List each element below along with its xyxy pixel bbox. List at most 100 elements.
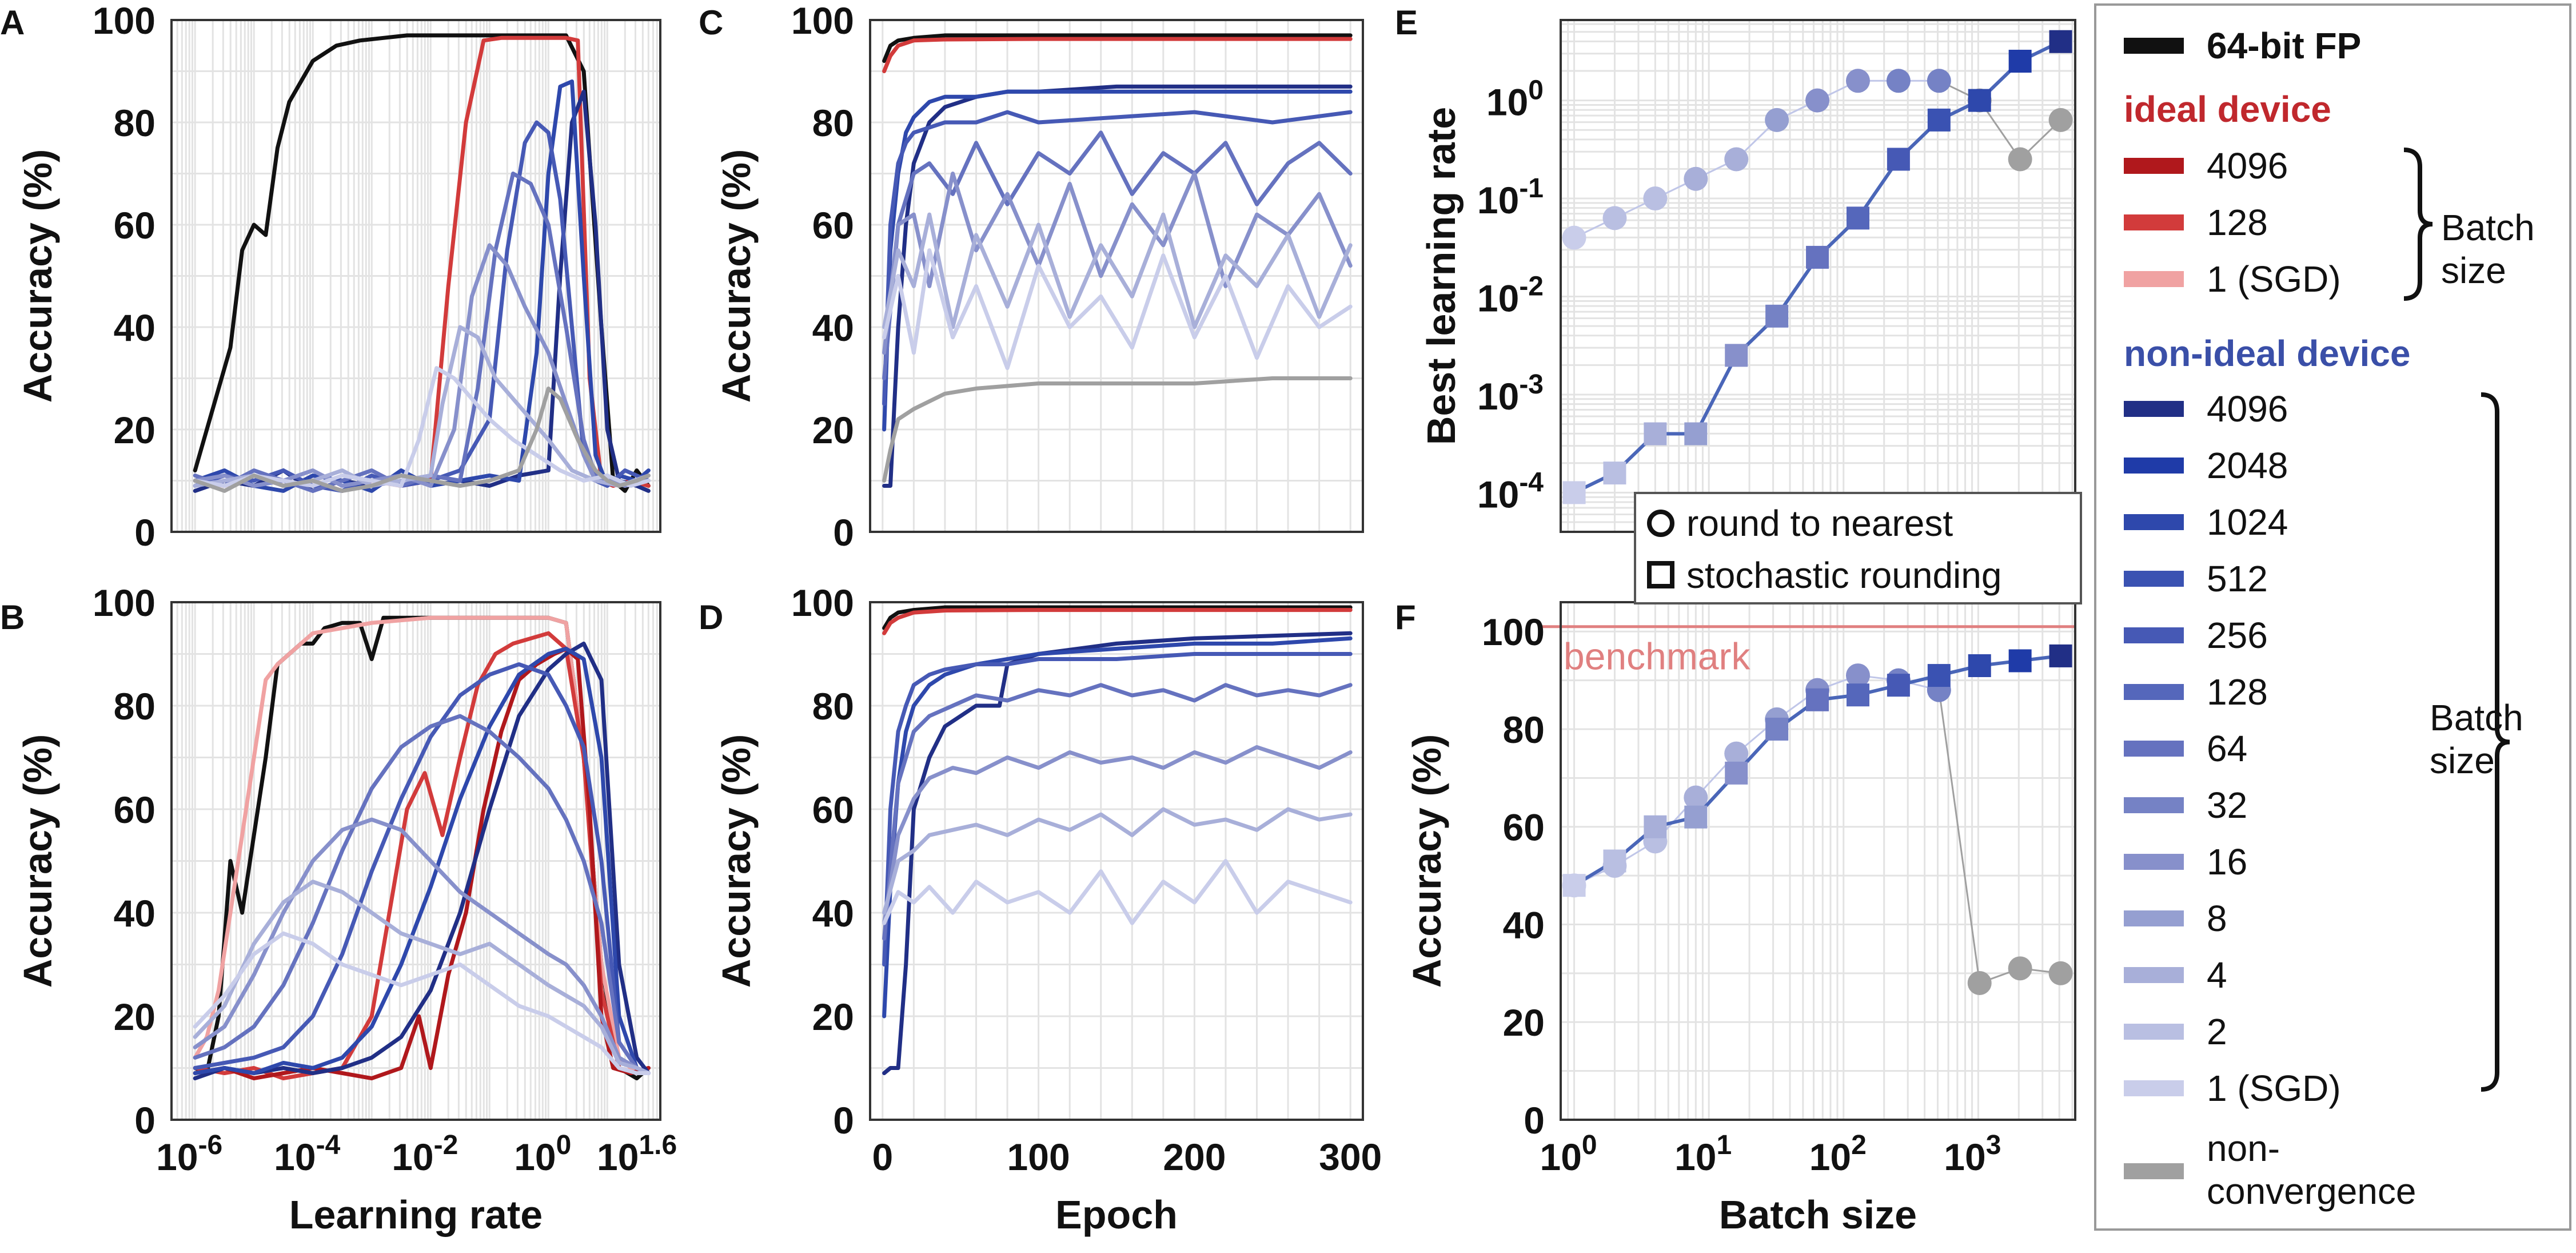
series-line xyxy=(193,366,651,488)
x-axis-label: Epoch xyxy=(1055,1192,1178,1237)
legend-label-nonideal: 64 xyxy=(2207,728,2247,769)
series-line xyxy=(193,641,651,1081)
data-point xyxy=(1603,462,1626,485)
legend-label-nonideal: 8 xyxy=(2207,898,2227,939)
x-tick-label: 102 xyxy=(1809,1130,1867,1178)
y-tick-label: 10-1 xyxy=(1477,173,1544,221)
axis-frame xyxy=(170,601,661,1121)
data-point xyxy=(1927,69,1951,93)
series-line xyxy=(882,33,1353,63)
series-line xyxy=(882,110,1353,406)
data-point xyxy=(1644,815,1667,838)
data-point xyxy=(1806,688,1829,711)
data-point xyxy=(2008,147,2032,172)
data-point xyxy=(1644,422,1667,445)
y-axis-label: Accuracy (%) xyxy=(1405,734,1449,988)
y-axis-label: Best learning rate xyxy=(1419,107,1464,445)
data-point xyxy=(1765,717,1789,741)
data-point xyxy=(1765,304,1789,328)
y-tick-label: 60 xyxy=(1503,806,1545,849)
x-tick-label: 10-4 xyxy=(274,1130,340,1178)
y-tick-label: 100 xyxy=(93,0,155,42)
x-axis-label: Batch size xyxy=(1719,1192,1917,1237)
series-segment xyxy=(1694,355,1738,435)
data-point xyxy=(1603,849,1626,873)
legend-header-ideal: ideal device xyxy=(2124,89,2331,130)
data-point xyxy=(1562,481,1586,504)
data-point xyxy=(2008,956,2032,981)
x-tick-label: 10-6 xyxy=(156,1130,222,1178)
data-point xyxy=(1765,108,1789,132)
y-tick-label: 80 xyxy=(114,685,155,727)
panel-D: 0 20 40 60 80 100 0 100 200 300 Accuracy (%) Epoch D xyxy=(699,582,1382,1237)
series-line xyxy=(882,652,1353,966)
data-point xyxy=(1684,422,1708,445)
y-tick-label: 0 xyxy=(1524,1099,1545,1141)
x-axis-label: Learning rate xyxy=(289,1192,543,1237)
data-point xyxy=(1602,206,1627,230)
series-line xyxy=(882,130,1353,380)
y-tick-label: 40 xyxy=(1503,904,1545,946)
series-line xyxy=(193,931,651,1075)
brace-label-ideal: Batch xyxy=(2441,207,2535,248)
legend-label-nonideal: 128 xyxy=(2207,671,2268,713)
series-line xyxy=(882,631,1353,1075)
legend-label-ideal: 4096 xyxy=(2207,145,2288,186)
series-line xyxy=(882,212,1353,329)
data-point xyxy=(1845,663,1870,688)
panel-letter: D xyxy=(699,598,723,637)
data-point xyxy=(2008,649,2032,673)
y-tick-label: 80 xyxy=(114,102,155,144)
data-point xyxy=(1968,654,1991,677)
x-tick-label: 0 xyxy=(872,1136,893,1178)
square-marker-icon xyxy=(1647,561,1674,588)
series-line xyxy=(882,84,1353,488)
series-line xyxy=(882,683,1353,941)
brace-ideal xyxy=(2403,148,2433,301)
y-tick-label: 100 xyxy=(791,582,854,624)
axis-frame xyxy=(869,601,1364,1121)
x-tick-label: 10-2 xyxy=(392,1130,458,1178)
legend-header-nonideal: non-ideal device xyxy=(2124,333,2410,374)
y-tick-label: 100 xyxy=(1486,75,1544,124)
panel-F: benchmark 0 20 40 60 80 100 100 101 102 103 Accurac… xyxy=(1395,598,2076,1237)
data-point xyxy=(1967,970,1992,995)
series-line xyxy=(193,662,651,1075)
y-tick-label: 60 xyxy=(114,789,155,831)
grid-F xyxy=(1560,602,2075,1121)
panel-letter: F xyxy=(1395,598,1416,637)
data-point xyxy=(1562,225,1586,250)
y-axis-label: Accuracy (%) xyxy=(714,734,759,988)
y-tick-label: 40 xyxy=(812,892,854,934)
legend-label-nonideal: 4 xyxy=(2207,954,2227,996)
data-point xyxy=(1725,344,1748,367)
y-tick-label: 10-4 xyxy=(1477,467,1544,515)
panel-letter: C xyxy=(699,3,723,42)
series-segment xyxy=(1938,690,1981,984)
x-tick-label: 200 xyxy=(1163,1136,1226,1178)
data-point xyxy=(1927,664,1951,687)
data-point xyxy=(1846,206,1869,230)
y-tick-label: 80 xyxy=(812,102,854,144)
y-tick-label: 40 xyxy=(114,892,155,934)
legend-label-gray: non- xyxy=(2207,1128,2280,1169)
legend-label-gray-2: convergence xyxy=(2207,1171,2416,1212)
series-line xyxy=(882,745,1353,925)
x-tick-label: 100 xyxy=(1540,1130,1597,1178)
series-line xyxy=(882,807,1353,915)
brace-label-ideal-2: size xyxy=(2441,250,2506,291)
y-tick-label: 100 xyxy=(93,582,155,624)
y-tick-label: 0 xyxy=(833,511,854,554)
data-point xyxy=(1643,186,1668,211)
series-line xyxy=(882,859,1353,925)
y-tick-label: 0 xyxy=(833,1099,854,1141)
legend-label-nonideal: 2048 xyxy=(2207,445,2288,486)
data-point xyxy=(1887,674,1910,697)
brace-nonideal xyxy=(2481,392,2510,1092)
y-tick-label: 80 xyxy=(1503,709,1545,751)
data-point xyxy=(1927,108,1951,132)
y-axis-label: Accuracy (%) xyxy=(15,149,60,403)
panel-letter: B xyxy=(0,598,25,637)
series-line xyxy=(882,37,1353,73)
x-tick-label: 300 xyxy=(1319,1136,1382,1178)
